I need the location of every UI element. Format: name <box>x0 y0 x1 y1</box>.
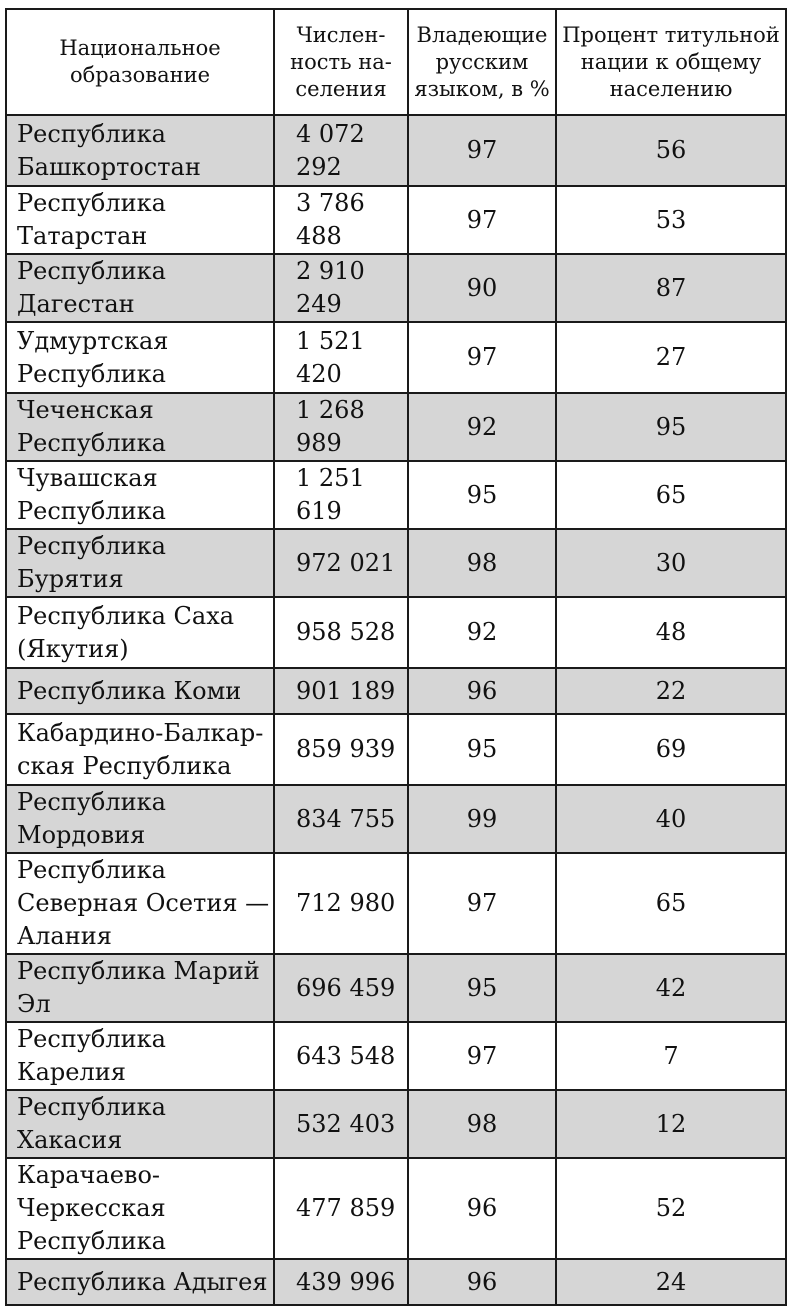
header-national-entity: Национальное образование <box>6 9 274 115</box>
cell-titular: 7 <box>556 1022 786 1090</box>
cell-russian: 97 <box>408 115 556 186</box>
cell-titular: 87 <box>556 254 786 322</box>
cell-population: 712 980 <box>274 853 408 954</box>
table-row: Республика Северная Осетия — Алания 712 … <box>6 853 786 954</box>
cell-name: Республика Бурятия <box>6 529 274 597</box>
cell-name: Республика Татарстан <box>6 186 274 254</box>
cell-name: Кабардино-Балкар-ская Республика <box>6 714 274 785</box>
cell-name: Республика Коми <box>6 668 274 714</box>
table-row: Республика Мордовия 834 755 99 40 <box>6 785 786 853</box>
table-row: Республика Бурятия 972 021 98 30 <box>6 529 786 597</box>
cell-population: 972 021 <box>274 529 408 597</box>
table-body: Республика Башкортостан 4 072 292 97 56 … <box>6 115 786 1305</box>
header-titular-percent: Процент титульной нации к общему населению <box>556 9 786 115</box>
cell-russian: 98 <box>408 1090 556 1158</box>
table-row: Кабардино-Балкар-ская Республика 859 939… <box>6 714 786 785</box>
cell-titular: 22 <box>556 668 786 714</box>
cell-name: Республика Марий Эл <box>6 954 274 1022</box>
cell-population: 1 251 619 <box>274 461 408 529</box>
cell-name: Чувашская Республика <box>6 461 274 529</box>
table-container: Национальное образование Числен-ность на-… <box>5 8 785 1306</box>
table-row: Республика Карелия 643 548 97 7 <box>6 1022 786 1090</box>
cell-titular: 56 <box>556 115 786 186</box>
cell-titular: 69 <box>556 714 786 785</box>
cell-titular: 48 <box>556 597 786 668</box>
table-row: Чеченская Республика 1 268 989 92 95 <box>6 393 786 461</box>
cell-population: 532 403 <box>274 1090 408 1158</box>
cell-russian: 96 <box>408 1259 556 1305</box>
cell-russian: 98 <box>408 529 556 597</box>
table-row: Республика Хакасия 532 403 98 12 <box>6 1090 786 1158</box>
cell-russian: 97 <box>408 1022 556 1090</box>
cell-population: 439 996 <box>274 1259 408 1305</box>
cell-name: Республика Адыгея <box>6 1259 274 1305</box>
cell-russian: 96 <box>408 668 556 714</box>
cell-name: Республика Хакасия <box>6 1090 274 1158</box>
cell-population: 4 072 292 <box>274 115 408 186</box>
table-row: Республика Дагестан 2 910 249 90 87 <box>6 254 786 322</box>
cell-russian: 97 <box>408 853 556 954</box>
cell-russian: 97 <box>408 322 556 393</box>
table-row: Чувашская Республика 1 251 619 95 65 <box>6 461 786 529</box>
cell-russian: 92 <box>408 393 556 461</box>
cell-titular: 53 <box>556 186 786 254</box>
cell-titular: 24 <box>556 1259 786 1305</box>
cell-name: Республика Мордовия <box>6 785 274 853</box>
cell-russian: 96 <box>408 1158 556 1259</box>
cell-titular: 42 <box>556 954 786 1022</box>
cell-name: Чеченская Республика <box>6 393 274 461</box>
cell-russian: 92 <box>408 597 556 668</box>
table-row: Карачаево-Черкесская Республика 477 859 … <box>6 1158 786 1259</box>
cell-titular: 30 <box>556 529 786 597</box>
cell-titular: 12 <box>556 1090 786 1158</box>
cell-titular: 65 <box>556 853 786 954</box>
cell-population: 643 548 <box>274 1022 408 1090</box>
cell-name: Удмуртская Республика <box>6 322 274 393</box>
table-row: Республика Татарстан 3 786 488 97 53 <box>6 186 786 254</box>
cell-russian: 95 <box>408 461 556 529</box>
header-russian-speakers: Владеющие русским языком, в % <box>408 9 556 115</box>
cell-name: Республика Башкортостан <box>6 115 274 186</box>
cell-titular: 95 <box>556 393 786 461</box>
cell-population: 901 189 <box>274 668 408 714</box>
table-row: Удмуртская Республика 1 521 420 97 27 <box>6 322 786 393</box>
cell-name: Республика Саха (Якутия) <box>6 597 274 668</box>
cell-name: Карачаево-Черкесская Республика <box>6 1158 274 1259</box>
table-header: Национальное образование Числен-ность на-… <box>6 9 786 115</box>
header-row: Национальное образование Числен-ность на-… <box>6 9 786 115</box>
cell-titular: 27 <box>556 322 786 393</box>
cell-population: 696 459 <box>274 954 408 1022</box>
cell-population: 859 939 <box>274 714 408 785</box>
cell-titular: 40 <box>556 785 786 853</box>
table-row: Республика Марий Эл 696 459 95 42 <box>6 954 786 1022</box>
cell-population: 1 521 420 <box>274 322 408 393</box>
table-row: Республика Башкортостан 4 072 292 97 56 <box>6 115 786 186</box>
cell-population: 3 786 488 <box>274 186 408 254</box>
table-row: Республика Адыгея 439 996 96 24 <box>6 1259 786 1305</box>
cell-russian: 95 <box>408 954 556 1022</box>
cell-russian: 95 <box>408 714 556 785</box>
cell-population: 958 528 <box>274 597 408 668</box>
cell-titular: 65 <box>556 461 786 529</box>
cell-name: Республика Северная Осетия — Алания <box>6 853 274 954</box>
cell-population: 2 910 249 <box>274 254 408 322</box>
name-text: Республика Башкортостан <box>17 120 201 181</box>
republics-table: Национальное образование Числен-ность на-… <box>5 8 787 1306</box>
cell-titular: 52 <box>556 1158 786 1259</box>
cell-name: Республика Карелия <box>6 1022 274 1090</box>
cell-population: 1 268 989 <box>274 393 408 461</box>
cell-population: 477 859 <box>274 1158 408 1259</box>
cell-russian: 99 <box>408 785 556 853</box>
cell-population: 834 755 <box>274 785 408 853</box>
cell-name: Республика Дагестан <box>6 254 274 322</box>
header-population: Числен-ность на-селения <box>274 9 408 115</box>
cell-russian: 90 <box>408 254 556 322</box>
table-row: Республика Саха (Якутия) 958 528 92 48 <box>6 597 786 668</box>
table-row: Республика Коми 901 189 96 22 <box>6 668 786 714</box>
cell-russian: 97 <box>408 186 556 254</box>
